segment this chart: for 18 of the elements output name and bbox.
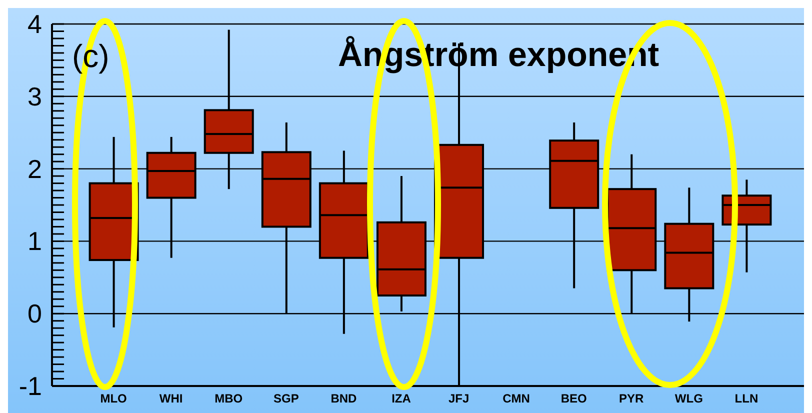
x-tick-label: SGP [274,392,299,406]
x-tick-label: CMN [502,392,530,406]
x-tick-label: PYR [619,392,644,406]
y-tick-label: 3 [28,81,42,112]
x-tick-label: BEO [560,392,587,406]
y-tick-label: 2 [28,154,42,184]
x-tick-label: IZA [392,392,412,406]
x-tick-label: JFJ [448,392,470,406]
y-tick-label: 4 [28,9,42,39]
x-tick-label: WHI [159,392,183,406]
y-tick-label: -1 [18,371,42,401]
x-tick-label: MBO [214,392,243,406]
y-tick-label: 0 [28,298,42,329]
x-tick-label: LLN [734,392,758,406]
x-tick-label: BND [330,392,358,406]
x-tick-label: WLG [674,392,703,406]
x-tick-label: MLO [100,392,127,406]
y-tick-label: 1 [28,226,42,256]
